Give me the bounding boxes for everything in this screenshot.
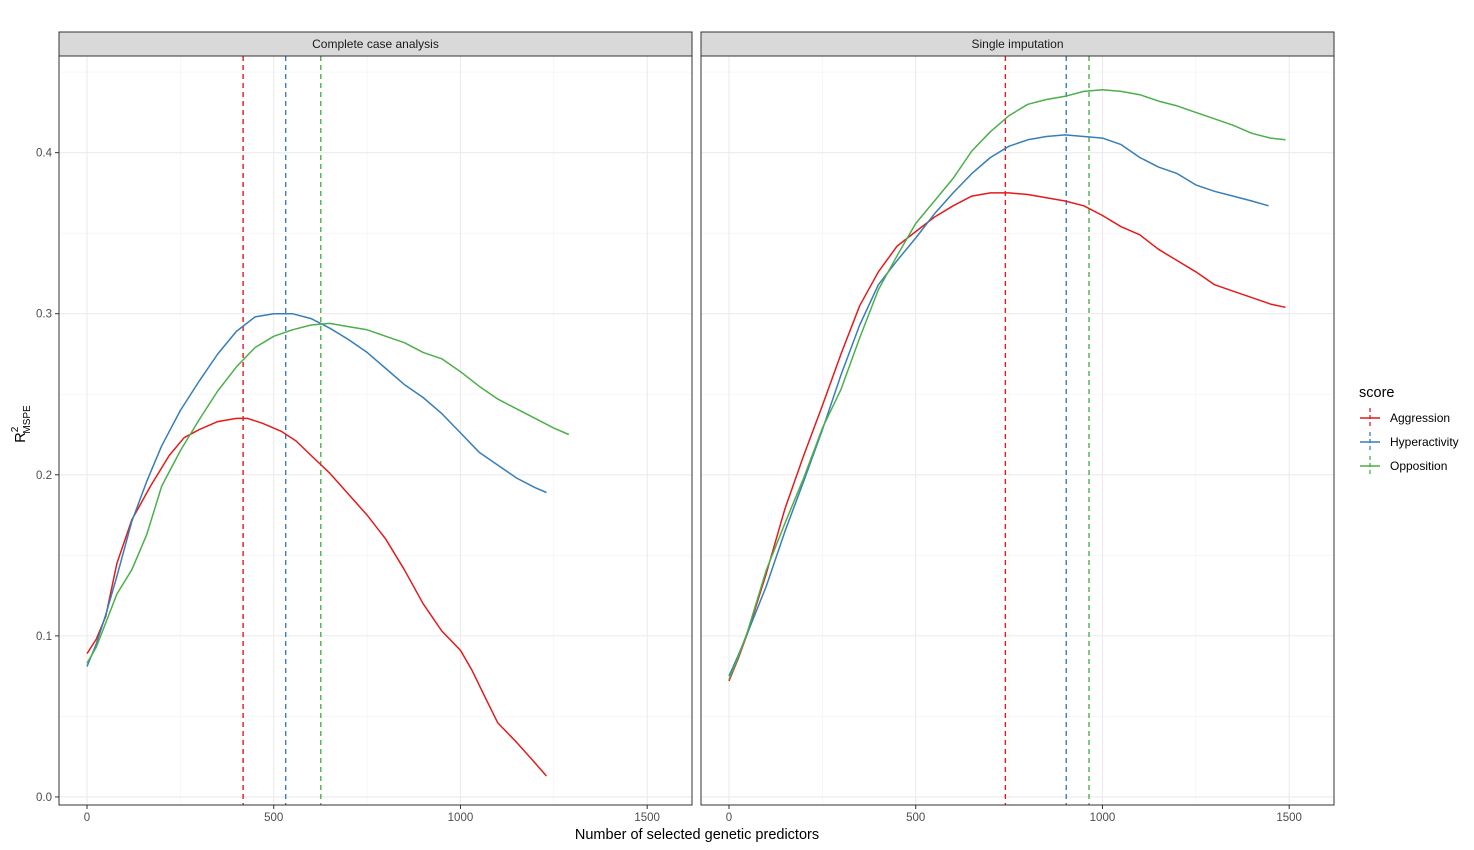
x-tick-label: 0 bbox=[84, 812, 90, 824]
series-line-hyperactivity bbox=[86, 312, 547, 667]
series-line-opposition bbox=[728, 89, 1286, 680]
panel-background bbox=[59, 56, 692, 805]
legend-item-opposition: Opposition bbox=[1360, 456, 1447, 476]
series-line-aggression bbox=[728, 192, 1286, 682]
panel-background bbox=[701, 56, 1334, 805]
panel-strip-label: Single imputation bbox=[971, 37, 1063, 51]
x-tick-label: 500 bbox=[906, 812, 925, 824]
x-tick-label: 0 bbox=[726, 812, 732, 824]
panel-1: Complete case analysis 0 500 1000 1500 0.0 0.1… bbox=[36, 31, 693, 824]
x-axis-title: Number of selected genetic predictors bbox=[575, 827, 819, 843]
panel-border bbox=[58, 55, 693, 806]
panel-strip bbox=[58, 31, 693, 57]
y-axis-title-main: R bbox=[13, 432, 29, 442]
x-tick-label: 1500 bbox=[1276, 812, 1302, 824]
legend-title: score bbox=[1359, 385, 1394, 401]
x-tick-label: 1000 bbox=[1090, 812, 1116, 824]
svg-text:R2MSPE: R2MSPE bbox=[10, 405, 33, 443]
y-tick-label: 0.1 bbox=[36, 631, 52, 643]
legend-item-hyperactivity: Hyperactivity bbox=[1360, 432, 1459, 452]
legend-label: Hyperactivity bbox=[1390, 435, 1459, 449]
series-line-aggression bbox=[86, 417, 547, 777]
legend-label: Opposition bbox=[1390, 459, 1447, 473]
y-tick-label: 0.2 bbox=[36, 470, 52, 482]
y-axis-title: R2MSPE bbox=[10, 405, 33, 443]
legend: score Aggression Hyperactivity Opposition bbox=[1359, 385, 1459, 476]
legend-label: Aggression bbox=[1390, 411, 1450, 425]
x-tick-label: 1500 bbox=[634, 812, 660, 824]
y-tick-label: 0.3 bbox=[36, 309, 52, 321]
y-axis-title-sub: MSPE bbox=[22, 405, 33, 434]
x-tick-label: 500 bbox=[264, 812, 283, 824]
x-tick-label: 1000 bbox=[448, 812, 474, 824]
series-line-opposition bbox=[86, 322, 570, 664]
panel-border bbox=[700, 55, 1335, 806]
y-tick-label: 0.0 bbox=[36, 792, 52, 804]
y-tick-label: 0.4 bbox=[36, 148, 53, 160]
legend-item-aggression: Aggression bbox=[1360, 408, 1450, 428]
panel-strip bbox=[700, 31, 1335, 57]
panel-2: Single imputation 0 500 1000 1500 bbox=[700, 31, 1335, 824]
y-axis-title-sup: 2 bbox=[10, 426, 21, 432]
panel-strip-label: Complete case analysis bbox=[312, 37, 439, 51]
series-line-hyperactivity bbox=[728, 134, 1269, 677]
